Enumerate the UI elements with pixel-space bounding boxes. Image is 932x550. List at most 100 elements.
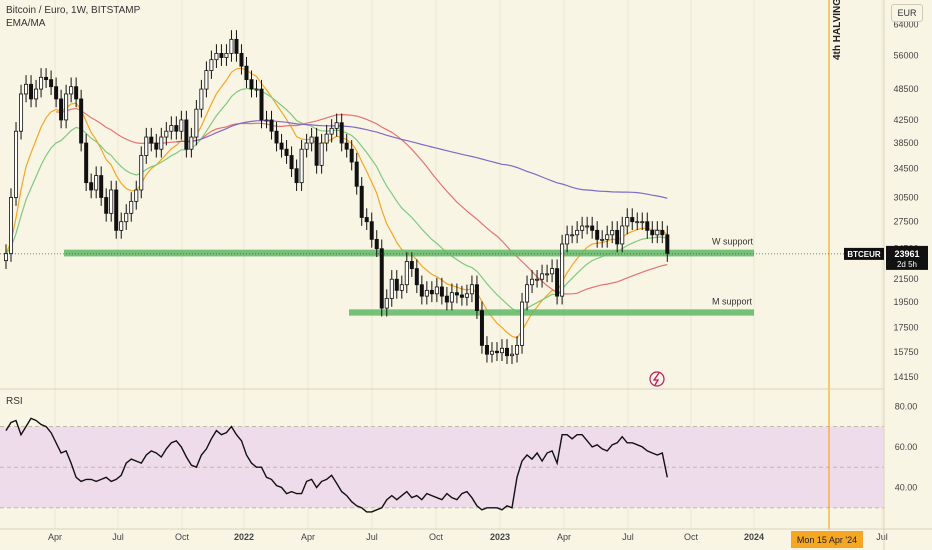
candle-body	[620, 225, 625, 245]
candle-body	[49, 79, 54, 88]
x-tick-label: Apr	[301, 532, 315, 542]
x-tick-label: Apr	[48, 532, 62, 542]
candle-body	[329, 127, 334, 135]
candle-body	[474, 284, 479, 311]
candle-body	[124, 212, 129, 223]
candle-body	[199, 88, 204, 110]
candle-body	[650, 229, 655, 236]
candle-body	[264, 119, 269, 122]
halving-date-label: Mon 15 Apr '24	[797, 535, 857, 545]
candle-body	[34, 88, 39, 100]
candle-body	[99, 175, 104, 198]
candle-body	[575, 229, 580, 236]
candle-body	[374, 238, 379, 250]
candle-body	[249, 79, 254, 90]
candle-body	[299, 148, 304, 184]
price-tick-label: 21500	[893, 274, 918, 284]
x-tick-label: Jul	[622, 532, 634, 542]
candle-body	[89, 182, 94, 191]
price-tick-label: 48500	[893, 84, 918, 94]
candle-body	[219, 52, 224, 58]
candle-body	[174, 125, 179, 132]
candle-body	[525, 284, 530, 303]
halving-marker: 4th HALVING Mon 15 Apr '24	[791, 0, 863, 548]
candle-body	[469, 284, 474, 295]
candle-body	[169, 125, 174, 132]
support-zone	[349, 309, 754, 316]
candle-body	[540, 273, 545, 280]
candle-body	[545, 273, 550, 276]
candle-body	[580, 225, 585, 231]
candle-body	[454, 292, 459, 296]
candle-body	[159, 136, 164, 150]
candle-body	[179, 119, 184, 132]
candle-body	[565, 234, 570, 245]
last-price-countdown: 2d 5h	[897, 260, 917, 269]
candle-body	[595, 229, 600, 240]
candle-body	[144, 136, 149, 156]
tradingview-replay-icon[interactable]	[649, 371, 665, 387]
candle-body	[214, 52, 219, 61]
currency-button[interactable]: EUR	[891, 4, 923, 22]
candle-body	[570, 234, 575, 237]
candle-body	[9, 197, 14, 254]
symbol-title: Bitcoin / Euro, 1W, BITSTAMP	[6, 5, 141, 16]
price-tick-label: 64000	[893, 19, 918, 29]
x-tick-label: Apr	[557, 532, 571, 542]
candle-body	[484, 344, 489, 355]
rsi-line	[5, 417, 668, 513]
candle-body	[319, 142, 324, 166]
candle-body	[635, 221, 640, 224]
rsi-line-group	[5, 417, 668, 513]
x-tick-label: Oct	[175, 532, 190, 542]
support-zones: W support M support	[64, 237, 754, 316]
candle-body	[104, 197, 109, 214]
candle-body	[439, 286, 444, 297]
candle-body	[449, 292, 454, 303]
candle-body	[494, 350, 499, 354]
candle-body	[369, 221, 374, 240]
halving-label: 4th HALVING	[832, 0, 843, 60]
candle-body	[389, 278, 394, 299]
candle-body	[309, 136, 314, 144]
rsi-label[interactable]: RSI	[6, 396, 23, 407]
candle-body	[204, 70, 209, 90]
candle-body	[84, 142, 89, 184]
candle-body	[344, 142, 349, 150]
candle-body	[459, 294, 464, 298]
symbol-tag-label: BTCEUR	[847, 250, 881, 259]
candle-body	[349, 148, 354, 163]
candle-body	[655, 229, 660, 236]
candle-body	[489, 350, 494, 355]
candle-body	[379, 248, 384, 309]
candle-body	[404, 261, 409, 286]
candle-body	[154, 142, 159, 150]
candle-series	[4, 30, 670, 365]
rsi-tick-label: 40.00	[895, 483, 918, 493]
last-price-tag	[886, 245, 928, 270]
candle-body	[189, 136, 194, 150]
candle-body	[384, 298, 389, 309]
candle-body	[54, 86, 59, 100]
price-tick-label: 42500	[893, 115, 918, 125]
candle-body	[499, 347, 504, 354]
candle-body	[74, 86, 79, 100]
candle-body	[29, 83, 34, 100]
candle-body	[555, 268, 560, 297]
candle-body	[229, 38, 234, 54]
candle-body	[359, 185, 364, 218]
candle-body	[600, 238, 605, 241]
candle-body	[119, 221, 124, 231]
x-tick-label: 2023	[490, 532, 510, 542]
candle-body	[630, 217, 635, 223]
candle-body	[19, 93, 24, 132]
candle-body	[14, 130, 19, 198]
candle-body	[64, 93, 69, 121]
indicator-label[interactable]: EMA/MA	[6, 18, 46, 29]
x-tick-label: 2024	[744, 532, 764, 542]
candle-body	[284, 148, 289, 156]
rsi-pane	[0, 426, 884, 509]
candle-body	[184, 119, 189, 150]
